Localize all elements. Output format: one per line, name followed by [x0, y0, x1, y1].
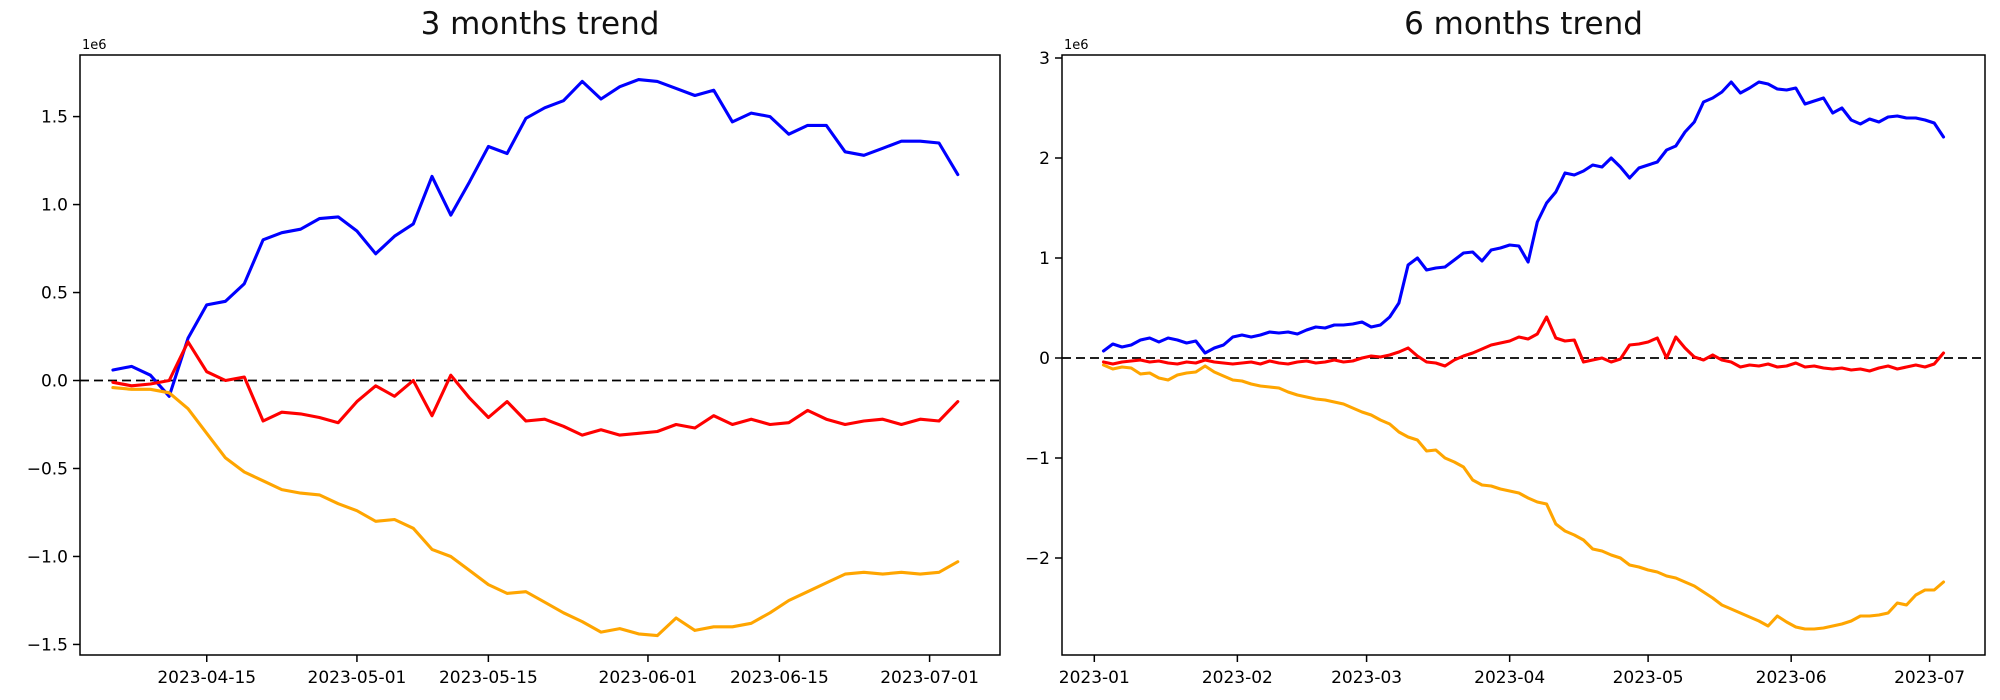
x-tick-label: 2023-05 [1613, 668, 1684, 688]
x-tick-label: 2023-01 [1059, 668, 1130, 688]
y-tick-label: −2 [1025, 549, 1050, 569]
chart-title: 3 months trend [420, 6, 660, 42]
y-tick-label: −0.5 [27, 459, 68, 479]
series-blue-line [1101, 80, 1946, 355]
y-tick-label: 0 [1039, 349, 1050, 369]
y-tick-label: 3 [1039, 49, 1050, 69]
x-tick-label: 2023-04 [1474, 668, 1545, 688]
axes-box [79, 54, 1001, 656]
x-tick-label: 2023-06-01 [599, 668, 698, 688]
axes-box [1061, 54, 1986, 656]
x-tick-label: 2023-04-15 [157, 668, 256, 688]
series-blue-line [111, 78, 960, 398]
y-tick-label: 1 [1039, 249, 1050, 269]
x-tick-label: 2023-07 [1894, 668, 1965, 688]
x-tick-label: 2023-06 [1756, 668, 1827, 688]
y-tick-label: −1.5 [27, 635, 68, 655]
series-orange-line [1101, 363, 1946, 631]
x-tick-label: 2023-03 [1331, 668, 1402, 688]
chart-title: 6 months trend [1404, 6, 1643, 42]
y-tick-label: 0.0 [41, 372, 68, 392]
y-tick-label: 1.0 [41, 196, 68, 216]
series-red-line [111, 340, 960, 437]
axis-offset-label: 1e6 [82, 38, 107, 53]
x-tick-label: 2023-05-01 [308, 668, 407, 688]
y-tick-label: 1.5 [41, 108, 68, 128]
y-tick-label: −1.0 [27, 547, 68, 567]
y-tick-label: 2 [1039, 149, 1050, 169]
x-tick-label: 2023-02 [1202, 668, 1273, 688]
right-chart-plot: −2 −1 0 1 2 3 2023-01 2023-02 2023-03 2023-04 2023… [1025, 38, 1986, 688]
series-orange-line [111, 386, 960, 638]
y-tick-label: −1 [1025, 449, 1050, 469]
right-chart: 6 months trend −2 −1 0 1 2 3 2023-01 2023-02 202… [1010, 0, 2000, 700]
series-red-line [1101, 315, 1946, 373]
y-tick-label: 0.5 [41, 284, 68, 304]
x-tick-label: 2023-07-01 [880, 668, 979, 688]
left-chart-plot: −1.5 −1.0 −0.5 0.0 0.5 1.0 1.5 2023-04-15 2023-0… [27, 38, 1001, 688]
axis-offset-label: 1e6 [1064, 38, 1089, 53]
x-tick-label: 2023-05-15 [439, 668, 538, 688]
x-tick-label: 2023-06-15 [730, 668, 829, 688]
left-chart: 3 months trend −1.5 −1.0 −0.5 0.0 0.5 1.0 1.5 2… [27, 6, 1001, 688]
